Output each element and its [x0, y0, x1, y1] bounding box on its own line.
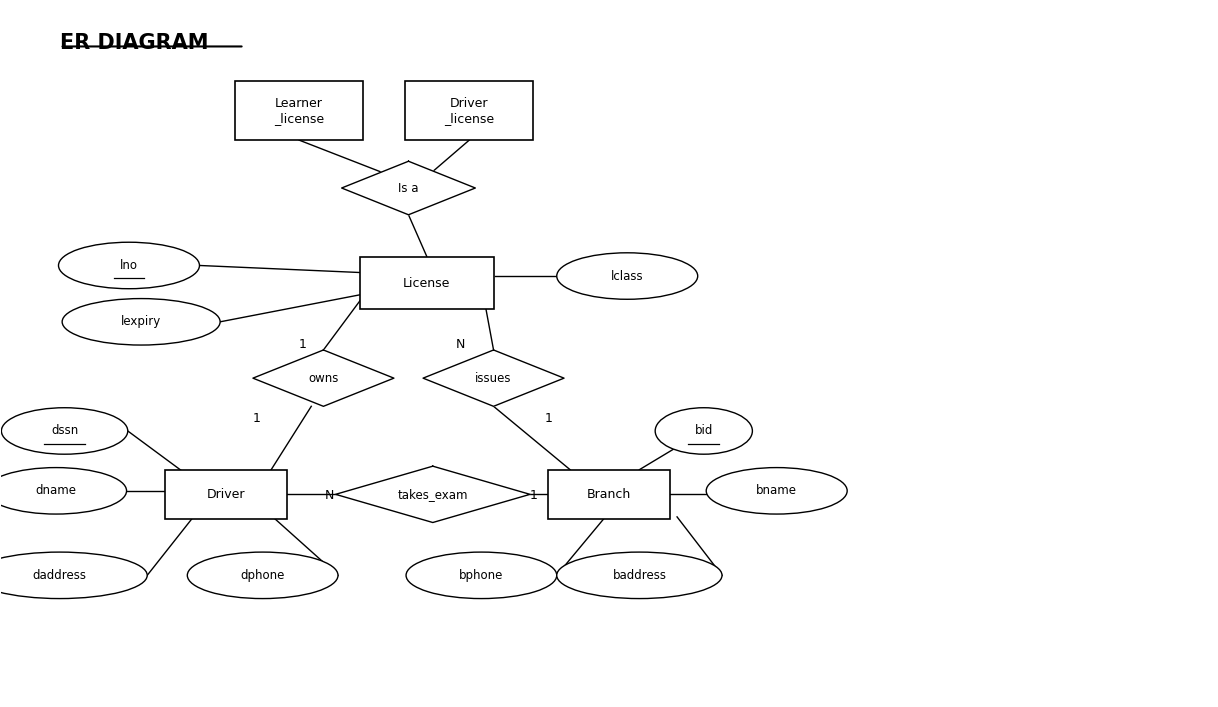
Ellipse shape: [1, 408, 128, 454]
Ellipse shape: [0, 467, 127, 514]
FancyBboxPatch shape: [548, 469, 670, 519]
Text: takes_exam: takes_exam: [397, 488, 468, 501]
Text: 1: 1: [252, 411, 261, 425]
Ellipse shape: [406, 552, 557, 599]
Text: dphone: dphone: [240, 569, 285, 582]
Text: issues: issues: [475, 372, 512, 385]
Ellipse shape: [58, 243, 200, 288]
Text: lexpiry: lexpiry: [121, 315, 161, 328]
Text: lno: lno: [121, 259, 138, 272]
FancyBboxPatch shape: [235, 81, 363, 141]
Text: lclass: lclass: [611, 269, 643, 283]
Text: Branch: Branch: [587, 488, 631, 501]
Polygon shape: [423, 350, 564, 407]
Text: ER DIAGRAM: ER DIAGRAM: [60, 33, 208, 53]
Polygon shape: [253, 350, 393, 407]
Text: 1: 1: [530, 489, 537, 502]
Text: bid: bid: [694, 424, 713, 438]
FancyBboxPatch shape: [406, 81, 533, 141]
Ellipse shape: [62, 298, 220, 345]
Text: dssn: dssn: [51, 424, 78, 438]
FancyBboxPatch shape: [166, 469, 287, 519]
Ellipse shape: [188, 552, 339, 599]
Polygon shape: [342, 161, 475, 215]
Text: 1: 1: [544, 411, 552, 425]
Text: Driver: Driver: [207, 488, 246, 501]
Text: bphone: bphone: [459, 569, 503, 582]
Text: owns: owns: [308, 372, 339, 385]
Ellipse shape: [557, 552, 722, 599]
Text: bname: bname: [756, 484, 798, 497]
Ellipse shape: [0, 552, 147, 599]
Polygon shape: [336, 466, 530, 522]
FancyBboxPatch shape: [359, 257, 493, 310]
Text: Is a: Is a: [398, 182, 419, 194]
Text: License: License: [403, 276, 451, 290]
Text: N: N: [325, 489, 334, 502]
Text: Driver
_license: Driver _license: [445, 97, 495, 124]
Text: 1: 1: [298, 338, 307, 351]
Text: daddress: daddress: [33, 569, 86, 582]
Ellipse shape: [655, 408, 753, 454]
Text: N: N: [456, 338, 465, 351]
Text: dname: dname: [35, 484, 77, 497]
Text: baddress: baddress: [613, 569, 666, 582]
Ellipse shape: [557, 253, 698, 299]
Text: Learner
_license: Learner _license: [274, 97, 324, 124]
Ellipse shape: [706, 467, 848, 514]
